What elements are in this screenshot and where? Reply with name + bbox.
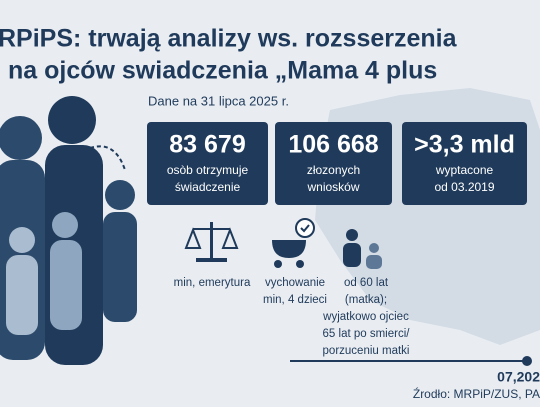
criterion-text: porzuceniu matki — [323, 345, 410, 357]
criterion-text: wyjatkowo ojciec — [322, 311, 409, 323]
family-illustration — [0, 96, 137, 365]
stat-value: >3,3 mld — [414, 131, 515, 159]
footer-date: 07,202 — [497, 369, 540, 385]
stat-value: 106 668 — [288, 131, 378, 159]
stat-label: od 03.2019 — [434, 180, 494, 194]
source: Źrodło: MRPiP/ZUS, PA — [413, 386, 540, 401]
stat-label: osòb otrzymuje — [167, 163, 249, 177]
stat-label: wyptacone — [435, 163, 494, 177]
stat-box — [275, 122, 392, 205]
title: na ojców swiadczenia „Mama 4 plus — [8, 57, 437, 85]
title: RPiPS: trwają analizy ws. rozsserzenia — [0, 25, 458, 53]
stat-value: 83 679 — [169, 131, 245, 159]
criterion-text: od 60 lat — [344, 277, 389, 289]
criterion-text: vychowanie — [265, 277, 325, 289]
icons — [184, 218, 382, 269]
criterion-text: 65 lat po smierci/ — [323, 328, 411, 340]
stat-label: wniosków — [306, 180, 359, 194]
timeline-dot — [522, 356, 532, 366]
stat-label: złozonych — [307, 163, 360, 177]
stat-box — [147, 122, 268, 205]
date-note: Dane na 31 lipca 2025 r. — [148, 93, 289, 108]
criterion-text: (matka); — [345, 294, 387, 306]
criterion-text: min, 4 dzieci — [263, 294, 327, 306]
stat-label: świadczenie — [175, 180, 241, 194]
criterion-text: min, emerytura — [174, 277, 251, 289]
stat-box — [402, 122, 527, 205]
